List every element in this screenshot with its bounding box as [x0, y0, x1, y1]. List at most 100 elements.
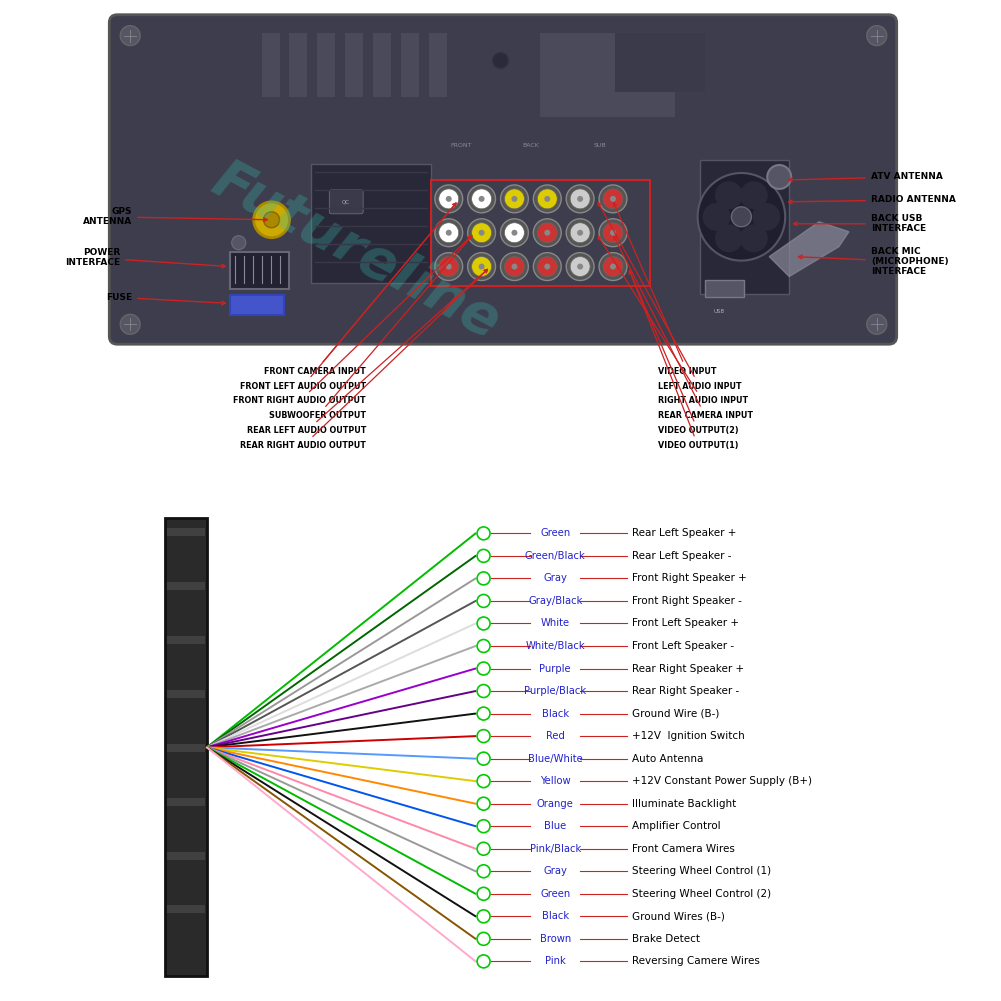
- Circle shape: [567, 219, 594, 246]
- Text: FRONT LEFT AUDIO OUTPUT: FRONT LEFT AUDIO OUTPUT: [240, 203, 456, 390]
- Circle shape: [610, 196, 616, 202]
- Bar: [165, 519, 207, 976]
- Circle shape: [492, 52, 509, 68]
- Text: VIDEO INPUT: VIDEO INPUT: [614, 203, 717, 375]
- Circle shape: [434, 185, 462, 213]
- Circle shape: [434, 219, 462, 246]
- Text: RADIO ANTENNA: RADIO ANTENNA: [789, 195, 956, 204]
- Circle shape: [567, 252, 594, 280]
- Text: Steering Wheel Control (2): Steering Wheel Control (2): [632, 889, 771, 899]
- Circle shape: [715, 224, 743, 252]
- Circle shape: [545, 196, 551, 202]
- Text: FRONT RIGHT AUDIO OUTPUT: FRONT RIGHT AUDIO OUTPUT: [233, 235, 471, 405]
- Text: Ground Wires (B-): Ground Wires (B-): [632, 911, 725, 921]
- Bar: [167, 852, 205, 860]
- Circle shape: [120, 26, 140, 46]
- Circle shape: [578, 196, 584, 202]
- Text: Green/Black: Green/Black: [525, 551, 586, 561]
- Bar: [167, 529, 205, 537]
- Circle shape: [538, 256, 558, 276]
- Circle shape: [500, 252, 529, 280]
- Circle shape: [603, 223, 623, 242]
- Circle shape: [478, 263, 484, 269]
- Bar: [401, 33, 418, 97]
- Text: LEFT AUDIO INPUT: LEFT AUDIO INPUT: [598, 202, 742, 390]
- Text: Ground Wire (B-): Ground Wire (B-): [632, 709, 720, 719]
- Circle shape: [512, 263, 518, 269]
- Text: +12V  Ignition Switch: +12V Ignition Switch: [632, 731, 745, 741]
- Circle shape: [571, 223, 591, 242]
- Text: SUBWOOFER OUTPUT: SUBWOOFER OUTPUT: [269, 236, 471, 420]
- Text: Reversing Camere Wires: Reversing Camere Wires: [632, 956, 760, 966]
- Bar: [345, 33, 363, 97]
- Circle shape: [534, 185, 562, 213]
- FancyBboxPatch shape: [329, 190, 363, 214]
- Circle shape: [120, 314, 140, 334]
- Circle shape: [445, 263, 451, 269]
- Text: FUSE: FUSE: [106, 293, 225, 304]
- Circle shape: [505, 189, 525, 209]
- Bar: [317, 33, 335, 97]
- Text: Brake Detect: Brake Detect: [632, 934, 700, 944]
- Text: Rear Left Speaker +: Rear Left Speaker +: [632, 529, 737, 539]
- Text: VIDEO OUTPUT(2): VIDEO OUTPUT(2): [630, 270, 739, 435]
- Circle shape: [610, 263, 616, 269]
- FancyBboxPatch shape: [109, 15, 897, 344]
- Text: FRONT: FRONT: [449, 142, 471, 147]
- Circle shape: [512, 230, 518, 235]
- Circle shape: [471, 256, 491, 276]
- Text: Yellow: Yellow: [540, 776, 571, 786]
- Circle shape: [434, 252, 462, 280]
- Text: Front Left Speaker -: Front Left Speaker -: [632, 641, 734, 651]
- Text: Gray: Gray: [544, 866, 568, 876]
- Text: Black: Black: [542, 911, 569, 921]
- Circle shape: [505, 223, 525, 242]
- Circle shape: [438, 223, 458, 242]
- Text: Green: Green: [541, 529, 571, 539]
- Circle shape: [603, 189, 623, 209]
- Bar: [373, 33, 391, 97]
- Circle shape: [471, 189, 491, 209]
- Text: Gray: Gray: [544, 574, 568, 584]
- Circle shape: [599, 185, 627, 213]
- Bar: [167, 798, 205, 806]
- Text: Orange: Orange: [537, 799, 574, 809]
- Circle shape: [467, 185, 495, 213]
- Circle shape: [445, 196, 451, 202]
- Bar: [167, 636, 205, 644]
- Text: FRONT CAMERA INPUT: FRONT CAMERA INPUT: [264, 203, 456, 375]
- Bar: [261, 33, 279, 97]
- Bar: [230, 295, 284, 315]
- Circle shape: [578, 230, 584, 235]
- Circle shape: [253, 202, 289, 237]
- Bar: [428, 33, 446, 97]
- Circle shape: [438, 256, 458, 276]
- Circle shape: [471, 223, 491, 242]
- Circle shape: [578, 263, 584, 269]
- Circle shape: [571, 189, 591, 209]
- Circle shape: [599, 252, 627, 280]
- Bar: [167, 744, 205, 752]
- Circle shape: [538, 189, 558, 209]
- Circle shape: [467, 219, 495, 246]
- Circle shape: [567, 185, 594, 213]
- Text: Rear Right Speaker -: Rear Right Speaker -: [632, 686, 739, 696]
- Circle shape: [740, 224, 768, 252]
- Text: Futureline: Futureline: [203, 153, 510, 350]
- Circle shape: [603, 256, 623, 276]
- Text: Brown: Brown: [540, 934, 571, 944]
- Text: Front Camera Wires: Front Camera Wires: [632, 844, 735, 854]
- Text: Pink: Pink: [545, 956, 566, 966]
- Circle shape: [263, 212, 279, 228]
- Text: BACK USB
INTERFACE: BACK USB INTERFACE: [794, 214, 926, 233]
- Circle shape: [534, 252, 562, 280]
- Text: Purple: Purple: [540, 664, 571, 674]
- Text: Purple/Black: Purple/Black: [525, 686, 587, 696]
- Circle shape: [753, 203, 780, 231]
- Text: White/Black: White/Black: [526, 641, 585, 651]
- Text: Blue: Blue: [545, 821, 567, 831]
- Text: Gray/Black: Gray/Black: [529, 596, 583, 606]
- Text: Auto Antenna: Auto Antenna: [632, 754, 704, 764]
- Circle shape: [732, 207, 752, 227]
- Text: VIDEO OUTPUT(1): VIDEO OUTPUT(1): [629, 270, 739, 450]
